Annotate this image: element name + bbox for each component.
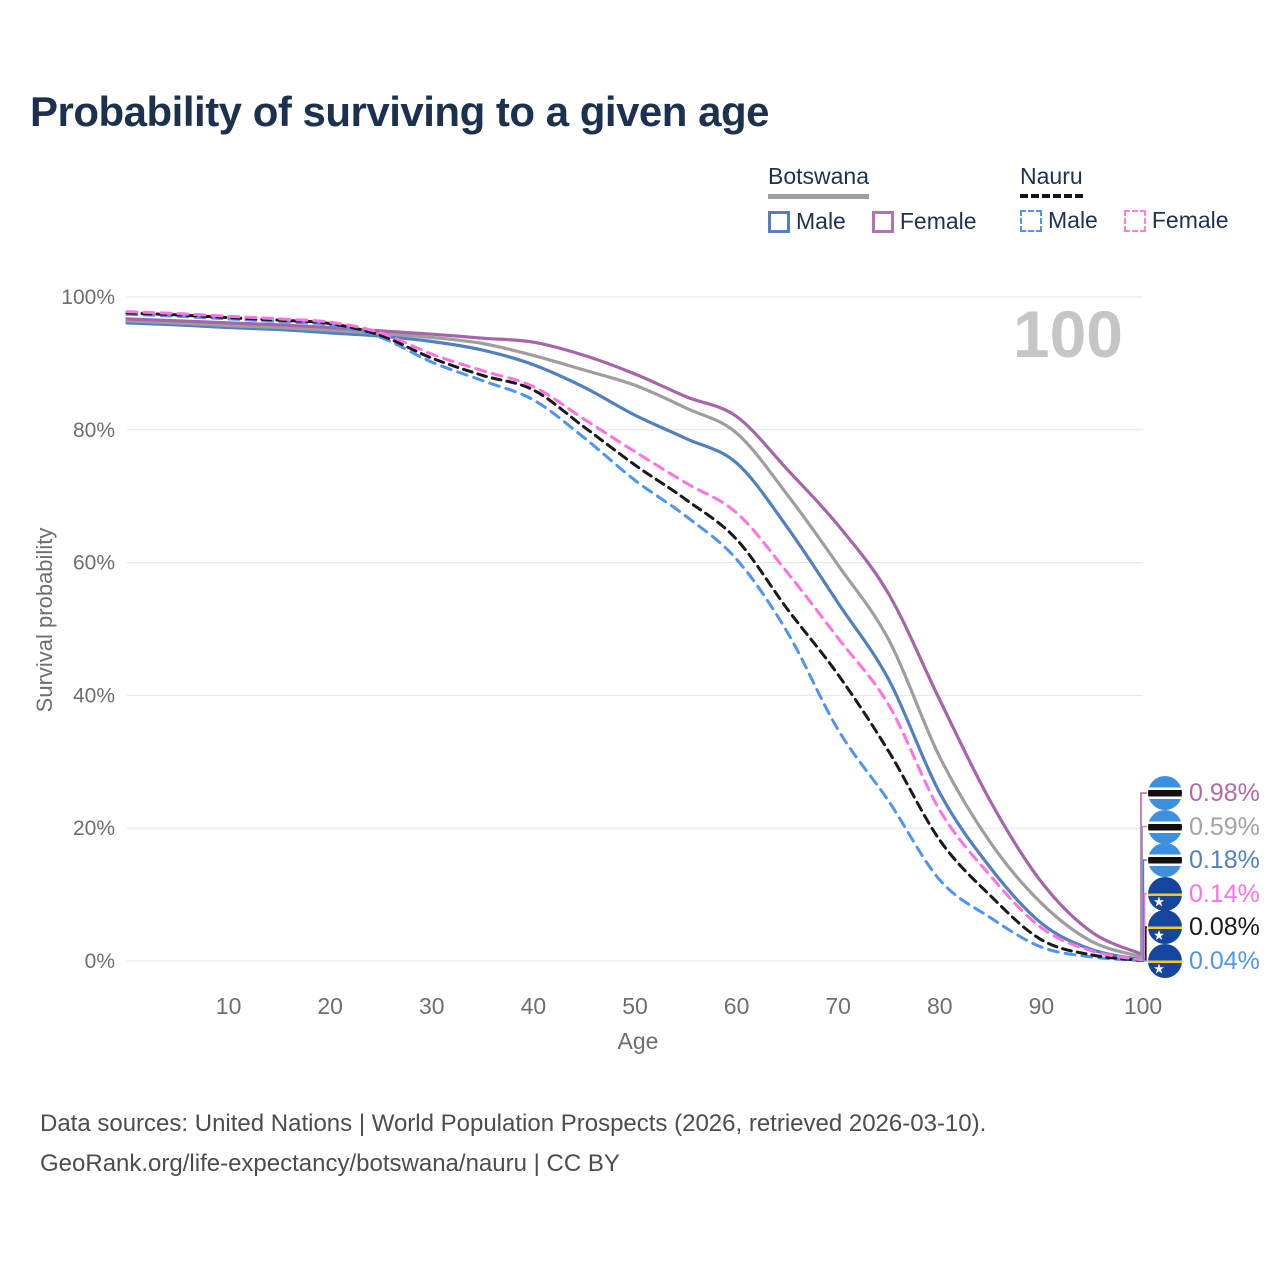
line-nauru-female bbox=[125, 310, 1145, 962]
x-tick-60: 60 bbox=[724, 993, 750, 1019]
x-tick-10: 10 bbox=[216, 993, 242, 1019]
legend-swatch-botswana-male-icon bbox=[768, 210, 790, 233]
line-nauru-male bbox=[125, 312, 1145, 963]
y-tick-20%: 20% bbox=[73, 817, 115, 840]
end-value-nauru: 0.08% bbox=[1189, 913, 1260, 941]
page-title: Probability of surviving to a given age bbox=[30, 88, 769, 135]
end-value-nauru-female: 0.14% bbox=[1189, 879, 1260, 908]
x-axis-title: Age bbox=[617, 1028, 659, 1054]
end-value-botswana-female: 0.98% bbox=[1189, 779, 1260, 807]
end-value-nauru-male: 0.04% bbox=[1189, 946, 1260, 975]
legend-label-botswana-male: Male bbox=[796, 208, 846, 234]
legend-item-nauru-female[interactable]: Female bbox=[1123, 207, 1229, 234]
legend-label-botswana-female: Female bbox=[899, 208, 977, 234]
legend-group-nauru: Nauru Male Female bbox=[1020, 163, 1229, 234]
legend-swatch-nauru-female-icon bbox=[1123, 209, 1146, 232]
x-tick-30: 30 bbox=[419, 993, 445, 1019]
nauru-flag-icon bbox=[1148, 943, 1182, 978]
y-tick-0%: 0% bbox=[85, 950, 115, 973]
legend-country-botswana: Botswana bbox=[768, 163, 870, 199]
x-tick-40: 40 bbox=[521, 993, 547, 1019]
line-botswana-female bbox=[125, 317, 1145, 957]
legend-group-botswana: Botswana Male Female bbox=[768, 163, 977, 235]
y-tick-100%: 100% bbox=[61, 286, 115, 309]
y-tick-40%: 40% bbox=[73, 684, 115, 707]
x-tick-20: 20 bbox=[317, 993, 343, 1019]
legend-swatch-nauru-male-icon bbox=[1020, 209, 1042, 232]
end-value-botswana-male: 0.18% bbox=[1189, 846, 1260, 874]
nauru-flag-icon bbox=[1148, 876, 1182, 911]
x-tick-80: 80 bbox=[927, 993, 953, 1019]
x-tick-90: 90 bbox=[1029, 993, 1055, 1019]
legend-label-nauru-male: Male bbox=[1048, 207, 1098, 233]
y-tick-60%: 60% bbox=[73, 552, 115, 575]
botswana-flag-icon bbox=[1148, 776, 1182, 810]
caption-source-url[interactable]: GeoRank.org/life-expectancy/botswana/nau… bbox=[40, 1150, 620, 1177]
legend-country-nauru: Nauru bbox=[1020, 163, 1083, 198]
x-tick-100: 100 bbox=[1124, 993, 1162, 1019]
age-counter-watermark: 100 bbox=[1012, 297, 1123, 371]
legend-item-botswana-female[interactable]: Female bbox=[871, 208, 977, 235]
nauru-flag-icon bbox=[1148, 910, 1182, 944]
line-botswana bbox=[125, 319, 1145, 959]
line-nauru bbox=[125, 311, 1145, 962]
caption-data-sources: Data sources: United Nations | World Pop… bbox=[40, 1110, 987, 1137]
legend-label-nauru-female: Female bbox=[1151, 207, 1229, 233]
x-tick-50: 50 bbox=[622, 993, 648, 1019]
legend-swatch-botswana-female-icon bbox=[871, 210, 894, 233]
botswana-flag-icon bbox=[1148, 809, 1182, 844]
botswana-flag-icon bbox=[1148, 843, 1182, 877]
y-axis-title: Survival probability bbox=[32, 527, 57, 713]
y-tick-80%: 80% bbox=[73, 419, 115, 442]
legend-item-nauru-male[interactable]: Male bbox=[1020, 207, 1098, 234]
end-value-botswana: 0.59% bbox=[1189, 812, 1260, 841]
x-tick-70: 70 bbox=[825, 993, 851, 1019]
line-botswana-male bbox=[125, 321, 1145, 962]
legend-item-botswana-male[interactable]: Male bbox=[768, 208, 846, 235]
